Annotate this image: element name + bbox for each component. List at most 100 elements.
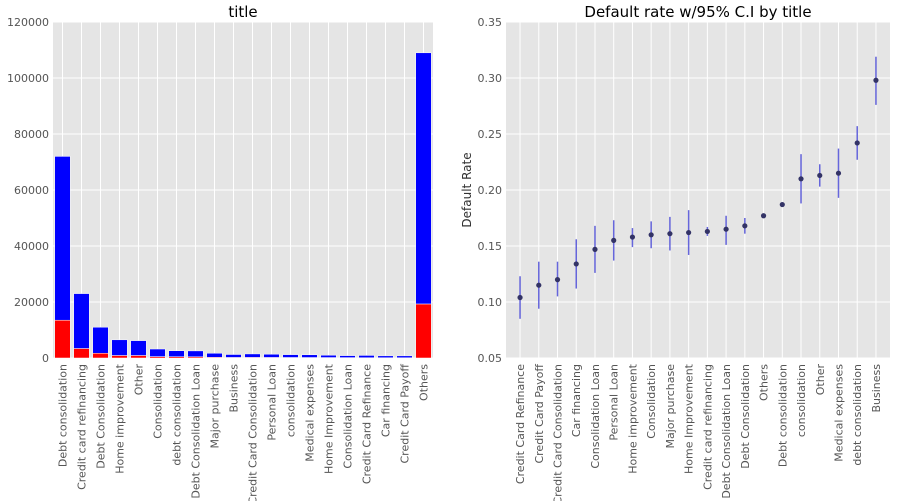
left-bar-segment-current [377, 355, 394, 358]
left-bar-segment-current [320, 354, 337, 358]
right-y-tick-label: 0.30 [478, 72, 503, 85]
right-data-point [536, 282, 542, 288]
right-y-tick-label: 0.15 [478, 240, 503, 253]
left-x-tick-label: Credit Card Consolidation [247, 364, 260, 501]
left-bar-segment-defaulted [415, 303, 432, 359]
right-data-point [835, 170, 842, 176]
left-x-tick-label: Others [418, 364, 431, 401]
left-x-tick-label: Consolidation Loan [342, 364, 355, 469]
left-bar-segment-current [73, 293, 90, 349]
left-bar-segment-current [263, 353, 280, 358]
right-points [517, 77, 879, 301]
left-bar-segment-defaulted [73, 348, 90, 359]
left-bar-segment-current [282, 354, 299, 358]
left-x-tick-labels: Debt consolidation Credit card refinancin… [57, 363, 431, 501]
right-x-tick-label: Home improvement [626, 363, 639, 473]
left-y-tick-label: 0 [42, 352, 49, 365]
left-bar-segment-current [225, 354, 242, 358]
right-data-point [723, 226, 729, 232]
left-bar-segment-current [415, 52, 432, 305]
right-y-tick-labels: 0.05 0.10 0.15 0.20 0.25 0.30 0.35 [478, 16, 503, 365]
right-x-tick-label: Medical expenses [832, 364, 845, 462]
right-data-point [760, 213, 767, 219]
left-x-tick-label: Personal Loan [266, 364, 279, 441]
right-x-tick-label: Personal Loan [608, 364, 621, 441]
left-x-tick-label: Business [228, 364, 241, 413]
left-y-tick-label: 100000 [7, 72, 49, 85]
left-bar-segment-current [187, 350, 204, 358]
left-x-tick-label: Credit card refinancing [76, 364, 89, 490]
left-x-tick-label: Major purchase [209, 364, 222, 449]
right-x-tick-label: Credit card refinancing [701, 364, 714, 490]
right-x-tick-label: Business [870, 364, 883, 413]
right-x-tick-label: Car financing [570, 364, 583, 437]
right-data-point [629, 234, 636, 240]
right-chart-title: Default rate w/95% C.I by title [584, 3, 811, 21]
left-bar-segment-current [244, 353, 261, 358]
left-bar-segment-current [396, 355, 413, 358]
left-bar-segment-current [301, 354, 318, 358]
right-data-point [779, 201, 785, 208]
left-y-tick-label: 60000 [14, 184, 49, 197]
left-bar-segment-current [54, 156, 71, 321]
left-bar-segment-current [168, 350, 185, 357]
left-bar-segment-current [92, 326, 109, 354]
left-bar-segment-current [111, 339, 128, 356]
right-y-tick-label: 0.35 [478, 16, 503, 29]
left-x-tick-label: Debt Consolidation Loan [190, 364, 203, 499]
left-bar-segment-current [130, 340, 147, 356]
right-x-tick-label: Major purchase [664, 364, 677, 449]
right-x-tick-label: Home Improvement [683, 363, 696, 474]
right-x-tick-label: Credit Card Consolidation [552, 364, 565, 501]
left-chart-stacked-bar: 0 20000 40000 60000 80000 100000 120000 Debt c… [7, 3, 433, 501]
right-x-tick-label: Debt Consolidation [739, 364, 752, 469]
left-x-tick-label: consolidation [285, 364, 298, 437]
left-x-tick-label: Home Improvement [323, 363, 336, 474]
right-y-axis-label: Default Rate [460, 152, 474, 227]
right-x-tick-label: debt consolidation [851, 364, 864, 466]
right-data-point [854, 140, 860, 146]
left-y-tick-label: 120000 [7, 16, 49, 29]
left-bar-segment-current [149, 348, 166, 357]
right-data-point [686, 229, 692, 236]
right-data-point [554, 277, 561, 283]
right-data-point [873, 77, 879, 83]
right-x-tick-label: consolidation [795, 364, 808, 437]
right-data-point [611, 237, 617, 243]
right-x-tick-label: Credit Card Payoff [533, 364, 546, 464]
left-bar-segment-current [206, 352, 223, 358]
left-x-tick-label: Consolidation [152, 364, 165, 439]
left-x-tick-label: Home improvement [114, 363, 127, 473]
left-x-tick-label: Credit Card Refinance [361, 364, 374, 484]
left-bar-segment-defaulted [130, 355, 147, 359]
right-data-point [704, 228, 710, 235]
right-y-tick-label: 0.10 [478, 296, 503, 309]
left-bar-segment-defaulted [92, 352, 109, 359]
left-y-tick-labels: 0 20000 40000 60000 80000 100000 120000 [7, 16, 49, 365]
left-y-tick-label: 80000 [14, 128, 49, 141]
left-x-tick-label: Debt consolidation [57, 364, 70, 467]
left-y-tick-label: 40000 [14, 240, 49, 253]
left-bar-segment-defaulted [54, 319, 71, 359]
left-y-tick-label: 20000 [14, 296, 49, 309]
right-x-tick-label: Others [758, 364, 771, 401]
right-data-point [592, 246, 598, 252]
right-data-point [742, 223, 748, 229]
left-bar-segment-current [339, 355, 356, 358]
left-bar-segment-defaulted [111, 355, 128, 359]
right-y-tick-label: 0.20 [478, 184, 503, 197]
left-x-tick-label: Car financing [380, 364, 393, 437]
right-data-point [648, 232, 654, 238]
right-x-tick-label: Credit Card Refinance [514, 364, 527, 484]
left-x-tick-label: debt consolidation [171, 364, 184, 466]
right-y-tick-label: 0.05 [478, 352, 503, 365]
left-bar-segment-current [358, 355, 375, 358]
left-bars [54, 52, 432, 359]
right-x-tick-label: Consolidation [645, 364, 658, 439]
left-x-tick-label: Debt Consolidation [95, 364, 108, 469]
right-data-point [573, 261, 579, 267]
right-data-point [798, 176, 804, 182]
right-gridlines [506, 21, 890, 359]
right-x-tick-label: Consolidation Loan [589, 364, 602, 469]
right-x-tick-labels: Credit Card Refinance Credit Card Payoff C… [514, 363, 883, 501]
